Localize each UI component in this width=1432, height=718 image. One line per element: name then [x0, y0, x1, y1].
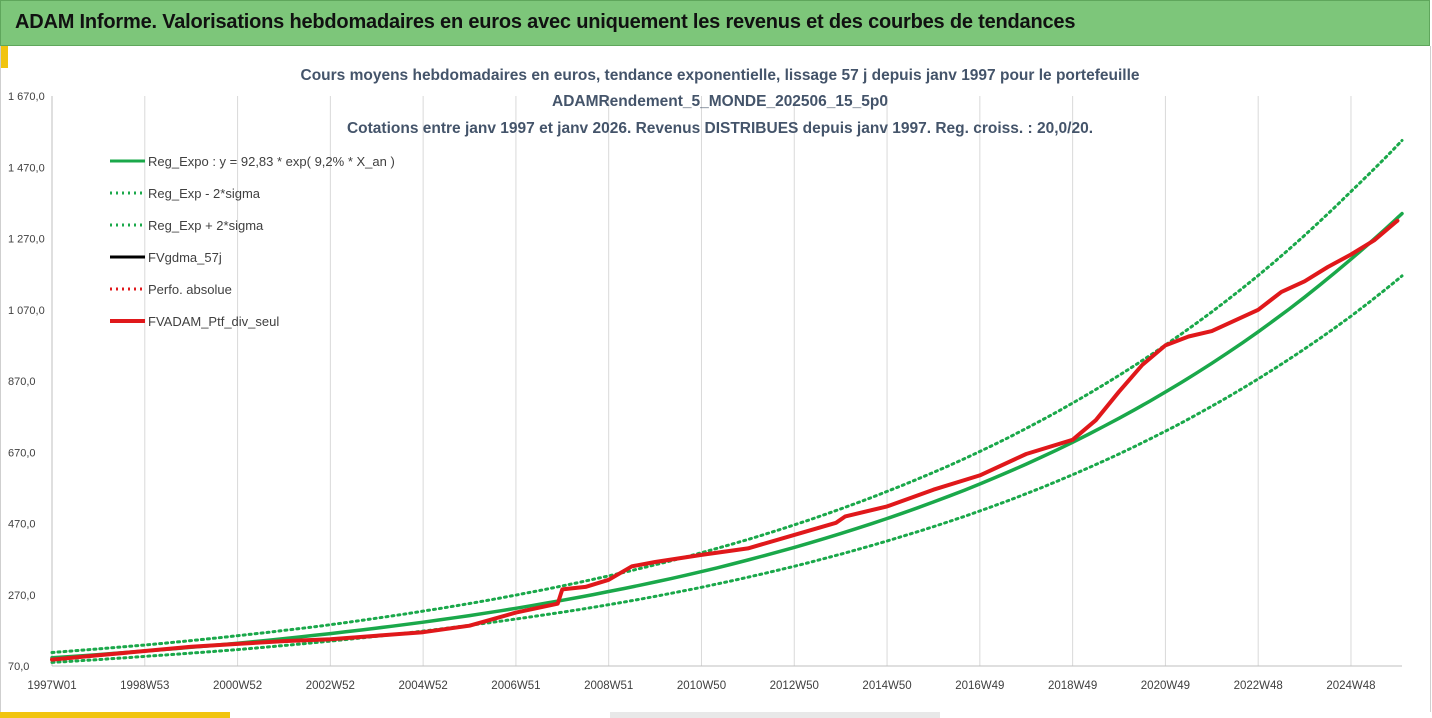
accent-mark-bottom-right: [610, 712, 940, 718]
chart-frame: [0, 46, 1431, 712]
y-tick-label: 870,0: [8, 376, 36, 388]
series-line-reg-expo: [50, 211, 1404, 660]
x-tick-labels: 1997W01 1998W53 2000W52 2002W52 2004W52 2006W…: [27, 680, 1375, 692]
series-line-fvgdma-57j: [50, 219, 1399, 662]
chart-title-line-3: Cotations entre janv 1997 et janv 2026. …: [347, 120, 1093, 137]
series-line-perfo-absolue: [51, 219, 1399, 661]
accent-mark-bottom-left: [0, 712, 230, 718]
y-tick-label: 1 470,0: [8, 162, 45, 174]
y-tick-labels: 70,0 270,0 470,0 670,0 870,0 1 070,0 1 270,0 1 …: [8, 91, 45, 673]
x-tick-label: 2000W52: [213, 680, 262, 692]
x-tick-label: 2002W52: [306, 680, 355, 692]
y-tick-label: 670,0: [8, 447, 36, 459]
accent-mark-top: [0, 46, 8, 68]
chart-title: Cours moyens hebdomadaires en euros, ten…: [301, 67, 1140, 137]
series-line-fvadam-ptf-div-seul: [50, 218, 1400, 662]
x-tick-label: 2004W52: [399, 680, 448, 692]
y-tick-label: 1 270,0: [8, 234, 45, 246]
legend-label: FVgdma_57j: [148, 250, 222, 265]
y-tick-label: 70,0: [8, 661, 29, 673]
y-tick-label: 470,0: [8, 519, 36, 531]
x-tick-label: 2014W50: [862, 680, 911, 692]
series-layer: [50, 139, 1404, 664]
legend-label: FVADAM_Ptf_div_seul: [148, 314, 279, 329]
series-line-reg-exp-minus-2sigma: [50, 274, 1404, 664]
y-tick-label: 270,0: [8, 590, 36, 602]
x-tick-label: 2022W48: [1234, 680, 1283, 692]
grid-lines: [51, 96, 1352, 666]
x-tick-label: 2012W50: [770, 680, 819, 692]
y-tick-label: 1 670,0: [8, 91, 45, 103]
chart: 70,0 270,0 470,0 670,0 870,0 1 070,0 1 270,0 1 …: [8, 67, 1404, 692]
x-tick-label: 2018W49: [1048, 680, 1097, 692]
chart-title-line-2: ADAMRendement_5_MONDE_202506_15_5p0: [552, 93, 888, 110]
y-tick-label: 1 070,0: [8, 305, 45, 317]
legend-label: Reg_Expo : y = 92,83 * exp( 9,2% * X_an …: [148, 154, 395, 169]
x-tick-label: 2020W49: [1141, 680, 1190, 692]
x-tick-label: 2016W49: [955, 680, 1004, 692]
legend-label: Perfo. absolue: [148, 282, 232, 297]
x-tick-label: 2024W48: [1326, 680, 1375, 692]
page-title: ADAM Informe. Valorisations hebdomadaire…: [15, 11, 1076, 33]
x-tick-label: 2010W50: [677, 680, 726, 692]
legend: Reg_Expo : y = 92,83 * exp( 9,2% * X_an …: [110, 154, 395, 329]
x-tick-label: 2008W51: [584, 680, 633, 692]
series-line-reg-exp-plus-2sigma: [50, 139, 1404, 654]
header-bar: ADAM Informe. Valorisations hebdomadaire…: [0, 0, 1430, 46]
x-tick-label: 2006W51: [491, 680, 540, 692]
x-tick-label: 1997W01: [27, 680, 76, 692]
legend-label: Reg_Exp - 2*sigma: [148, 186, 261, 201]
chart-title-line-1: Cours moyens hebdomadaires en euros, ten…: [301, 67, 1140, 84]
legend-label: Reg_Exp + 2*sigma: [148, 218, 264, 233]
x-tick-label: 1998W53: [120, 680, 169, 692]
